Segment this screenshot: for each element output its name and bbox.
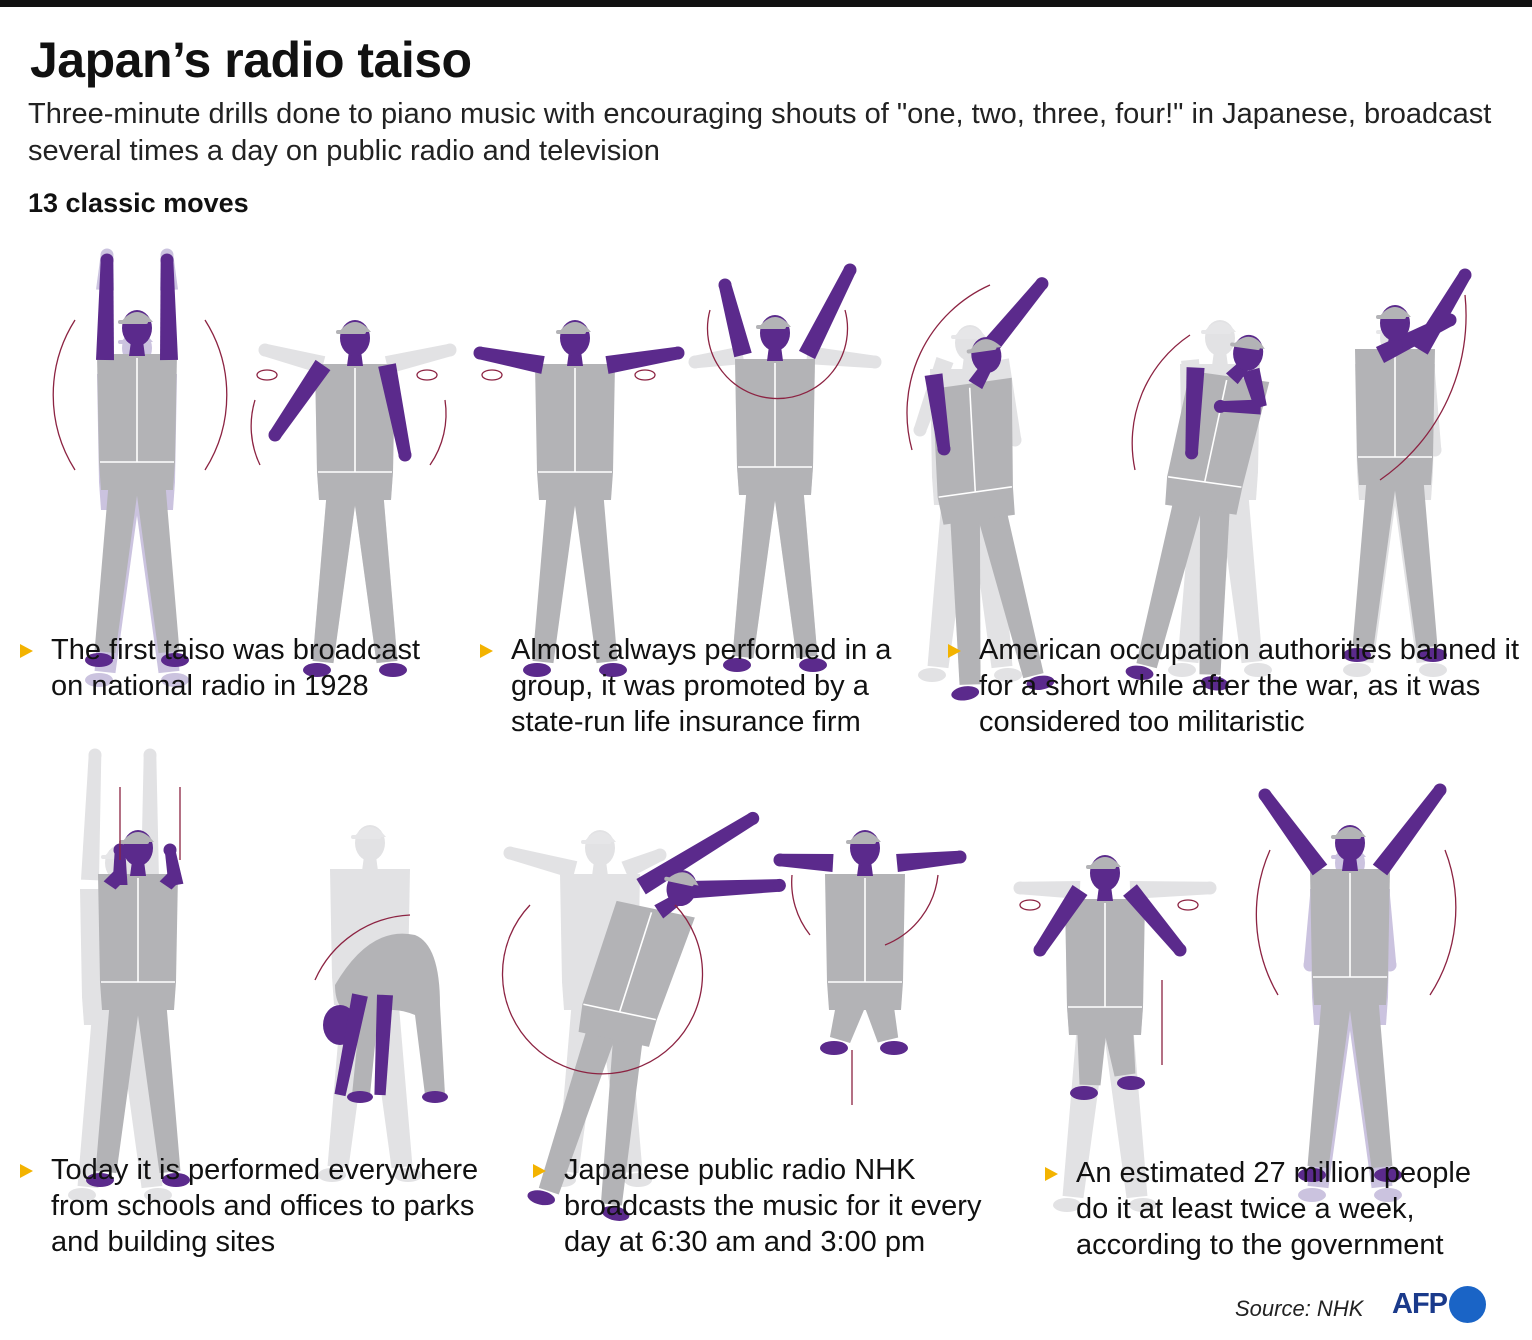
bullet-icon [1045,1167,1058,1181]
fact-item: Almost always performed in a group, it w… [480,632,930,740]
exercise-figure-11-drawing [773,830,967,1105]
exercise-figure-3-drawing [473,320,685,677]
afp-wordmark: AFP [1392,1288,1448,1320]
exercise-figure-6-drawing [1125,320,1272,691]
fact-item: An estimated 27 million people do it at … [1045,1155,1495,1263]
exercise-figure-8-drawing [68,748,190,1202]
exercise-figure-12-drawing [1013,855,1217,1212]
afp-dot-icon [1449,1286,1486,1323]
exercise-figure-12 [1010,765,1220,1212]
exercise-figure-1 [52,248,228,687]
exercise-figure-10 [501,765,786,1221]
exercise-figure-5 [890,250,1090,701]
exercise-figure-7-drawing [1343,268,1472,677]
exercise-figure-8 [60,748,220,1202]
exercise-figure-3 [470,250,685,677]
fact-item: Japanese public radio NHK broadcasts the… [533,1152,1013,1260]
exercise-figure-5-drawing [906,277,1055,701]
exercise-figure-4 [685,250,882,672]
fact-item: The first taiso was broadcast on nationa… [20,632,450,704]
section-label: 13 classic moves [28,188,249,218]
exercise-figure-11 [770,765,970,1110]
exercise-figure-1-drawing [52,248,228,687]
exercise-figure-10-drawing [501,811,786,1221]
page-title: Japan’s radio taiso [30,32,472,88]
exercise-figure-9-drawing [314,825,448,1182]
source-note: Source: NHK [1235,1296,1364,1321]
exercise-figure-13 [1250,765,1470,1202]
exercise-figure-2-drawing [250,320,457,677]
fact-text: An estimated 27 million people do it at … [1076,1157,1471,1261]
bullet-icon [533,1164,546,1178]
exercise-figure-6 [1110,250,1310,691]
fact-text: American occupation authorities banned i… [979,634,1520,738]
subtitle: Three-minute drills done to piano music … [28,98,1492,167]
exercise-figure-7 [1335,250,1495,677]
afp-logo: AFP [1392,1286,1486,1323]
bullet-icon [20,1164,33,1178]
fact-text: The first taiso was broadcast on nationa… [51,634,421,702]
fact-text: Today it is performed everywhere from sc… [51,1154,479,1258]
exercise-figure-9 [290,765,460,1182]
fact-text: Japanese public radio NHK broadcasts the… [564,1154,982,1258]
exercise-figure-13-drawing [1255,783,1457,1202]
bullet-icon [480,644,493,658]
fact-item: American occupation authorities banned i… [948,632,1526,740]
exercise-figure-4-drawing [688,263,882,672]
top-rule [0,0,1532,7]
bullet-icon [948,644,961,658]
exercise-figure-2 [245,250,460,677]
bullet-icon [20,644,33,658]
fact-item: Today it is performed everywhere from sc… [20,1152,520,1260]
fact-text: Almost always performed in a group, it w… [511,634,892,738]
